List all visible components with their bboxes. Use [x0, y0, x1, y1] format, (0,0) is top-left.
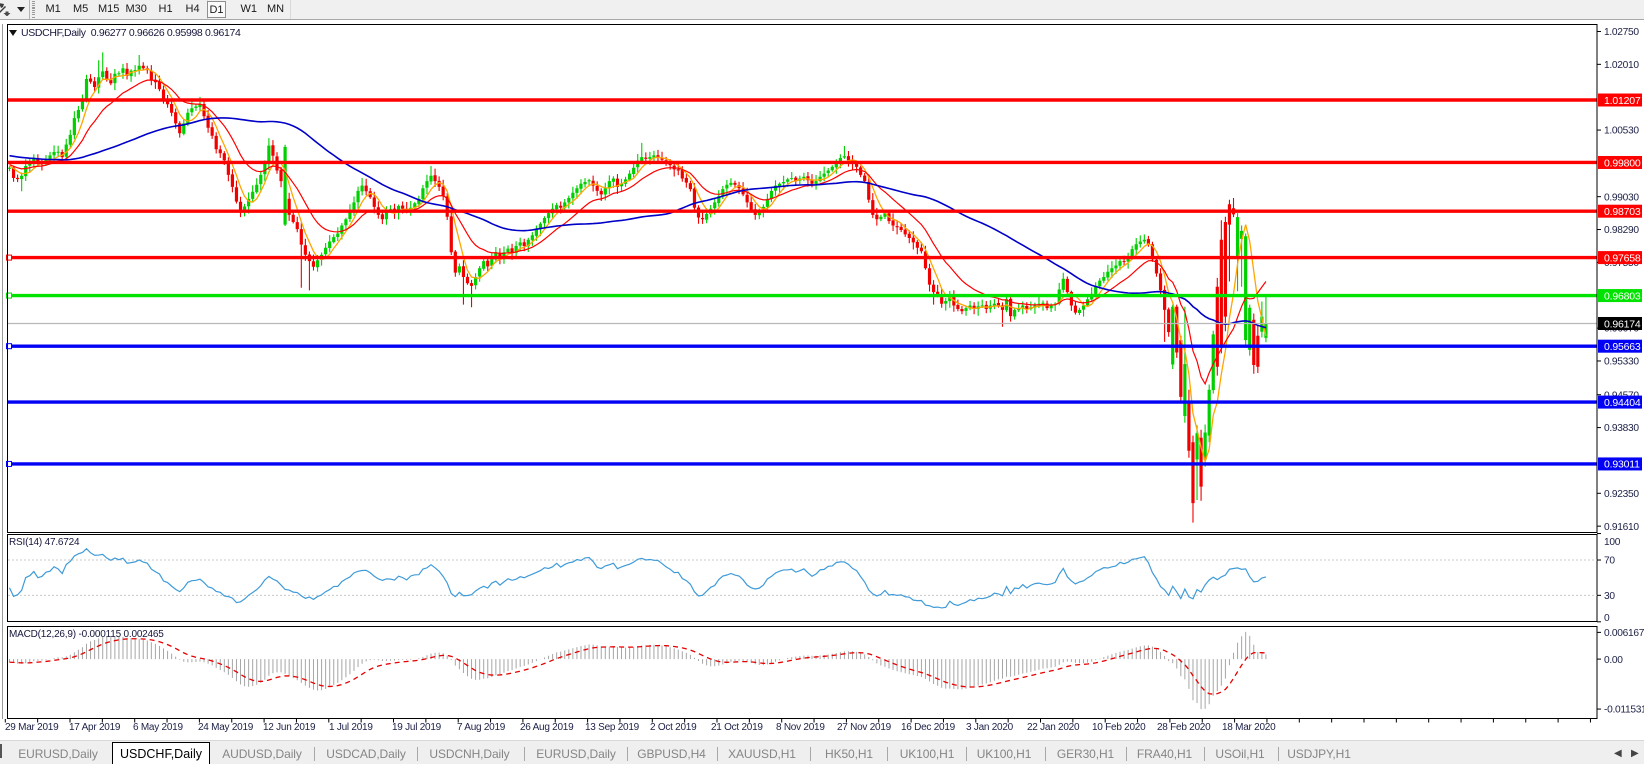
- svg-text:0.95330: 0.95330: [1604, 357, 1639, 368]
- svg-text:0.96174: 0.96174: [1604, 318, 1641, 330]
- svg-text:1.02010: 1.02010: [1604, 60, 1639, 71]
- svg-text:0.97658: 0.97658: [1604, 252, 1641, 264]
- svg-text:16 Dec 2019: 16 Dec 2019: [901, 722, 956, 733]
- svg-text:19 Jul 2019: 19 Jul 2019: [392, 722, 442, 733]
- svg-text:24 May 2019: 24 May 2019: [198, 722, 254, 733]
- svg-text:0.96803: 0.96803: [1604, 290, 1641, 302]
- svg-text:0.99030: 0.99030: [1604, 192, 1639, 203]
- svg-text:100: 100: [1604, 537, 1621, 548]
- svg-text:22 Jan 2020: 22 Jan 2020: [1027, 722, 1080, 733]
- svg-text:30: 30: [1604, 591, 1615, 602]
- svg-text:7 Aug 2019: 7 Aug 2019: [457, 722, 506, 733]
- svg-text:0.94404: 0.94404: [1604, 397, 1641, 409]
- svg-text:0.93011: 0.93011: [1604, 459, 1640, 471]
- svg-text:1.00530: 1.00530: [1604, 126, 1639, 137]
- svg-text:6 May 2019: 6 May 2019: [133, 722, 183, 733]
- svg-text:0.92350: 0.92350: [1604, 489, 1639, 500]
- svg-text:21 Oct 2019: 21 Oct 2019: [711, 722, 763, 733]
- svg-text:3 Jan 2020: 3 Jan 2020: [966, 722, 1014, 733]
- svg-text:0: 0: [1604, 613, 1610, 624]
- svg-text:18 Mar 2020: 18 Mar 2020: [1222, 722, 1276, 733]
- svg-text:1 Jul 2019: 1 Jul 2019: [329, 722, 373, 733]
- svg-text:0.99800: 0.99800: [1604, 157, 1641, 169]
- svg-text:27 Nov 2019: 27 Nov 2019: [837, 722, 892, 733]
- svg-text:0.93830: 0.93830: [1604, 423, 1639, 434]
- svg-text:28 Feb 2020: 28 Feb 2020: [1157, 722, 1211, 733]
- svg-text:29 Mar 2019: 29 Mar 2019: [5, 722, 59, 733]
- svg-text:8 Nov 2019: 8 Nov 2019: [776, 722, 825, 733]
- svg-text:0.98703: 0.98703: [1604, 206, 1641, 218]
- svg-text:12 Jun 2019: 12 Jun 2019: [263, 722, 316, 733]
- svg-text:0.006167: 0.006167: [1604, 628, 1644, 639]
- svg-text:10 Feb 2020: 10 Feb 2020: [1092, 722, 1146, 733]
- svg-text:26 Aug 2019: 26 Aug 2019: [520, 722, 574, 733]
- svg-text:-0.011531: -0.011531: [1604, 705, 1644, 716]
- svg-text:0.00: 0.00: [1604, 655, 1623, 666]
- svg-text:0.91610: 0.91610: [1604, 522, 1639, 533]
- svg-text:1.01207: 1.01207: [1604, 95, 1641, 107]
- svg-text:2 Oct 2019: 2 Oct 2019: [650, 722, 697, 733]
- svg-text:0.98290: 0.98290: [1604, 225, 1639, 236]
- svg-text:13 Sep 2019: 13 Sep 2019: [585, 722, 640, 733]
- svg-text:70: 70: [1604, 556, 1615, 567]
- svg-text:17 Apr 2019: 17 Apr 2019: [69, 722, 121, 733]
- svg-text:1.02750: 1.02750: [1604, 27, 1639, 38]
- svg-text:0.95663: 0.95663: [1604, 341, 1641, 353]
